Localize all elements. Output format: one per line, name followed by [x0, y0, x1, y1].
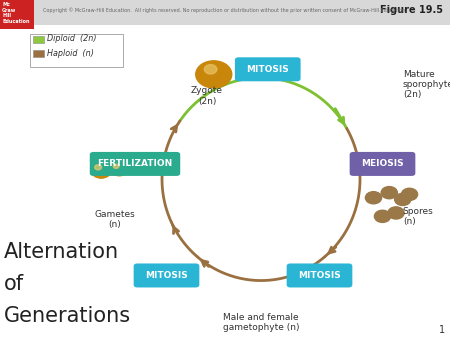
Circle shape — [113, 164, 119, 168]
Text: MITOSIS: MITOSIS — [247, 65, 289, 74]
Text: Diploid  (2n): Diploid (2n) — [47, 34, 97, 43]
Circle shape — [196, 61, 232, 88]
FancyBboxPatch shape — [350, 152, 415, 176]
Text: FERTILIZATION: FERTILIZATION — [97, 160, 173, 168]
FancyBboxPatch shape — [30, 34, 123, 67]
FancyBboxPatch shape — [235, 57, 301, 81]
FancyBboxPatch shape — [90, 152, 180, 176]
Circle shape — [381, 187, 397, 199]
Text: Male and female
gametophyte (n): Male and female gametophyte (n) — [223, 313, 299, 332]
Text: Haploid  (n): Haploid (n) — [47, 49, 94, 58]
Text: Spores
(n): Spores (n) — [403, 207, 433, 226]
Circle shape — [374, 210, 391, 222]
Circle shape — [94, 165, 102, 170]
Text: Copyright © McGraw-Hill Education.  All rights reserved. No reproduction or dist: Copyright © McGraw-Hill Education. All r… — [43, 7, 407, 13]
Text: Alternation: Alternation — [4, 242, 119, 262]
Text: of: of — [4, 274, 24, 294]
FancyBboxPatch shape — [134, 264, 199, 287]
FancyBboxPatch shape — [33, 50, 44, 57]
Text: Gametes
(n): Gametes (n) — [94, 210, 135, 229]
Text: Zygote
(2n): Zygote (2n) — [191, 86, 223, 105]
Text: MEIOSIS: MEIOSIS — [361, 160, 404, 168]
Text: 1: 1 — [439, 324, 446, 335]
Text: Generations: Generations — [4, 306, 130, 326]
Text: MITOSIS: MITOSIS — [145, 271, 188, 280]
Circle shape — [91, 163, 111, 178]
FancyBboxPatch shape — [0, 0, 34, 29]
Circle shape — [395, 193, 411, 206]
Circle shape — [204, 65, 217, 74]
Text: Mc
Graw
Hill
Education: Mc Graw Hill Education — [2, 2, 30, 24]
Text: Mature
sporophyte
(2n): Mature sporophyte (2n) — [403, 70, 450, 99]
Circle shape — [388, 207, 404, 219]
Text: Figure 19.5: Figure 19.5 — [380, 5, 443, 15]
Text: MITOSIS: MITOSIS — [298, 271, 341, 280]
Circle shape — [365, 192, 382, 204]
Circle shape — [401, 188, 418, 200]
FancyBboxPatch shape — [33, 36, 44, 43]
FancyBboxPatch shape — [0, 0, 450, 25]
Circle shape — [111, 164, 127, 176]
FancyBboxPatch shape — [287, 264, 352, 287]
